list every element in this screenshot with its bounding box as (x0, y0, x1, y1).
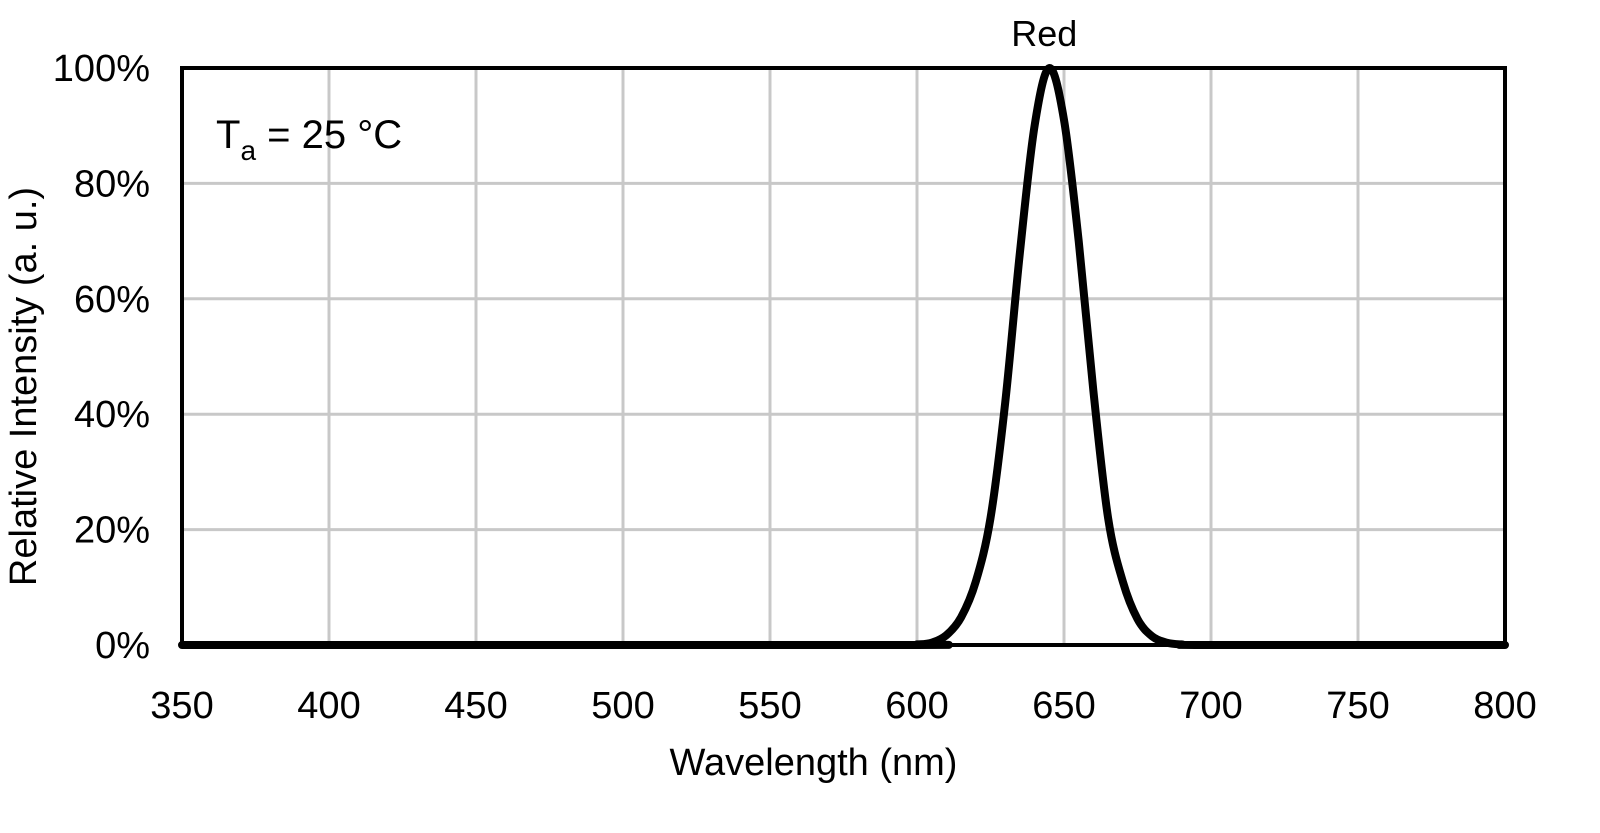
y-tick-label: 60% (74, 279, 150, 321)
x-tick-label: 450 (444, 685, 507, 727)
x-tick-label: 550 (738, 685, 801, 727)
x-tick-label: 500 (591, 685, 654, 727)
series-label: Red (1011, 13, 1077, 54)
annotation-main: T (216, 113, 240, 157)
annotation-rest: = 25 °C (256, 113, 402, 157)
x-tick-label: 600 (885, 685, 948, 727)
x-tick-label: 700 (1179, 685, 1242, 727)
plot-frame (180, 66, 1507, 647)
x-tick-label: 750 (1326, 685, 1389, 727)
x-tick-label: 350 (150, 685, 213, 727)
x-tick-label: 400 (297, 685, 360, 727)
x-tick-label: 650 (1032, 685, 1095, 727)
y-tick-label: 0% (95, 625, 150, 667)
x-tick-labels: 350 400 450 500 550 600 650 700 750 800 (150, 685, 1536, 727)
temperature-annotation: Ta = 25 °C (216, 113, 402, 166)
y-axis-label: Relative Intensity (a. u.) (3, 187, 45, 586)
y-tick-label: 100% (53, 48, 150, 90)
y-tick-label: 80% (74, 163, 150, 205)
y-tick-labels: 0% 20% 40% 60% 80% 100% (53, 48, 150, 667)
annotation-subscript: a (240, 135, 256, 166)
y-tick-label: 20% (74, 510, 150, 552)
y-tick-label: 40% (74, 394, 150, 436)
grid-lines (182, 68, 1505, 645)
x-axis-label: Wavelength (nm) (670, 742, 958, 784)
x-tick-label: 800 (1473, 685, 1536, 727)
